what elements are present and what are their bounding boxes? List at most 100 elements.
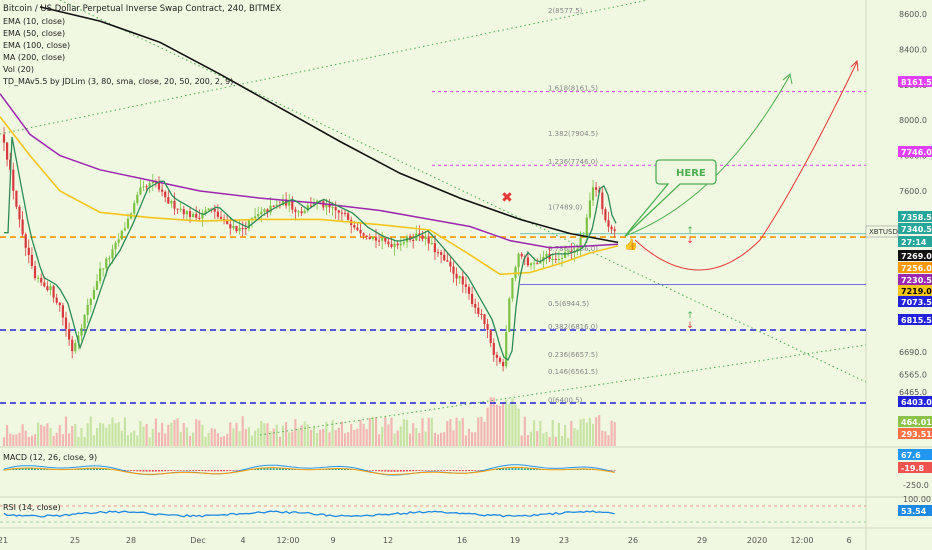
volume-bar-156 bbox=[486, 407, 489, 446]
price-badge-label-3: 7340.5 bbox=[901, 225, 932, 234]
macd-hist bbox=[340, 468, 343, 470]
volume-bar-63 bbox=[198, 420, 201, 446]
volume-bar-170 bbox=[529, 431, 533, 446]
candle-body-107 bbox=[334, 207, 337, 211]
candle-body-55 bbox=[173, 200, 176, 209]
candle-body-29 bbox=[92, 289, 95, 300]
candle-body-160 bbox=[498, 357, 502, 362]
x-tick-8: 16 bbox=[457, 536, 467, 545]
macd-hist bbox=[468, 470, 470, 472]
volume-bar-121 bbox=[378, 434, 381, 446]
x-tick-12: 29 bbox=[697, 536, 707, 545]
candle-body-111 bbox=[347, 213, 350, 220]
candles bbox=[2, 127, 616, 372]
candle-body-169 bbox=[526, 257, 529, 266]
volume-bar-81 bbox=[254, 430, 257, 446]
volume-bar-21 bbox=[68, 433, 71, 446]
fib-label-0: 2(8577.5) bbox=[548, 7, 583, 15]
volume-bar-54 bbox=[170, 422, 173, 446]
candle-body-180 bbox=[560, 257, 564, 259]
macd-tick-0: -250.0 bbox=[903, 481, 929, 490]
macd-hist bbox=[282, 468, 284, 470]
candle-body-194 bbox=[604, 209, 607, 221]
candle-body-147 bbox=[458, 276, 461, 279]
macd-hist bbox=[399, 470, 402, 472]
volume-bar-38 bbox=[120, 430, 123, 446]
candle-body-74 bbox=[232, 226, 235, 229]
volume-bar-96 bbox=[300, 425, 303, 446]
macd-hist bbox=[344, 468, 346, 470]
macd-hist bbox=[185, 470, 188, 471]
candle-body-179 bbox=[557, 258, 560, 260]
volume-bar-102 bbox=[319, 429, 322, 446]
macd-hist bbox=[99, 468, 102, 470]
volume-bar-106 bbox=[331, 420, 334, 446]
volume-bar-13 bbox=[43, 426, 46, 446]
candle-body-108 bbox=[337, 210, 340, 213]
candle-body-75 bbox=[235, 226, 238, 232]
candle-body-27 bbox=[86, 305, 89, 315]
candle-body-185 bbox=[576, 248, 579, 251]
volume-bar-99 bbox=[309, 429, 312, 446]
candle-body-132 bbox=[412, 240, 415, 242]
macd-hist bbox=[269, 468, 272, 470]
macd-hist bbox=[229, 470, 232, 471]
volume-bar-17 bbox=[55, 432, 58, 446]
candle-body-14 bbox=[46, 286, 49, 291]
macd-hist bbox=[523, 468, 526, 470]
x-tick-9: 19 bbox=[510, 536, 520, 545]
macd-hist bbox=[375, 470, 377, 472]
volume-bar-184 bbox=[573, 428, 576, 446]
macd-hist bbox=[272, 468, 275, 470]
macd-hist bbox=[275, 468, 278, 470]
candle-body-141 bbox=[440, 252, 443, 255]
volume-bar-69 bbox=[216, 433, 219, 446]
y-tick-9: 6465.0 bbox=[899, 388, 927, 397]
candle-body-117 bbox=[365, 235, 368, 238]
volume-bar-46 bbox=[145, 423, 148, 446]
volume-bar-146 bbox=[455, 417, 458, 446]
price-badge-label-10: 6815.5 bbox=[901, 316, 932, 325]
volume-bar-114 bbox=[356, 428, 359, 446]
candle-body-16 bbox=[52, 286, 55, 298]
price-badge-label-1: 7746.0 bbox=[901, 148, 932, 157]
fib-label-6: 0.5(6944.5) bbox=[548, 300, 589, 308]
candle-body-33 bbox=[105, 258, 108, 269]
candle-body-106 bbox=[331, 207, 334, 209]
volume-bar-144 bbox=[449, 419, 452, 446]
candle-body-45 bbox=[142, 186, 145, 188]
volume-bar-28 bbox=[89, 416, 92, 446]
x-tick-2: 28 bbox=[126, 536, 136, 545]
macd-hist bbox=[179, 470, 182, 471]
ema50-line bbox=[0, 116, 619, 276]
panel-badge-2 bbox=[898, 505, 932, 516]
macd-hist bbox=[517, 468, 520, 470]
x-marker-icon: ✖ bbox=[501, 190, 513, 206]
price-badge-label-6: 7256.0 bbox=[901, 264, 932, 273]
candle-body-172 bbox=[536, 263, 539, 265]
macd-label: MACD (12, 26, close, 9) bbox=[3, 453, 97, 462]
candle-body-13 bbox=[43, 282, 46, 287]
macd-hist bbox=[533, 468, 536, 470]
volume-bar-188 bbox=[585, 422, 588, 446]
macd-hist bbox=[409, 470, 412, 472]
volume-bar-16 bbox=[52, 435, 55, 446]
candle-body-98 bbox=[306, 205, 309, 211]
macd-hist bbox=[347, 468, 350, 470]
candle-body-99 bbox=[309, 205, 312, 207]
volume-bar-98 bbox=[306, 424, 309, 446]
ema10-line bbox=[4, 136, 617, 361]
ema100-line bbox=[0, 93, 619, 249]
volume-bar-23 bbox=[74, 423, 77, 446]
macd-hist bbox=[80, 468, 83, 470]
candle-body-38 bbox=[120, 230, 123, 240]
candle-body-105 bbox=[328, 203, 331, 208]
price-badge-label-4: 27:14 bbox=[901, 238, 927, 247]
candle-body-164 bbox=[511, 278, 514, 299]
macd-hist bbox=[21, 468, 24, 470]
volume-bar-182 bbox=[567, 437, 570, 446]
macd-hist bbox=[136, 470, 139, 472]
macd-hist bbox=[235, 470, 238, 471]
